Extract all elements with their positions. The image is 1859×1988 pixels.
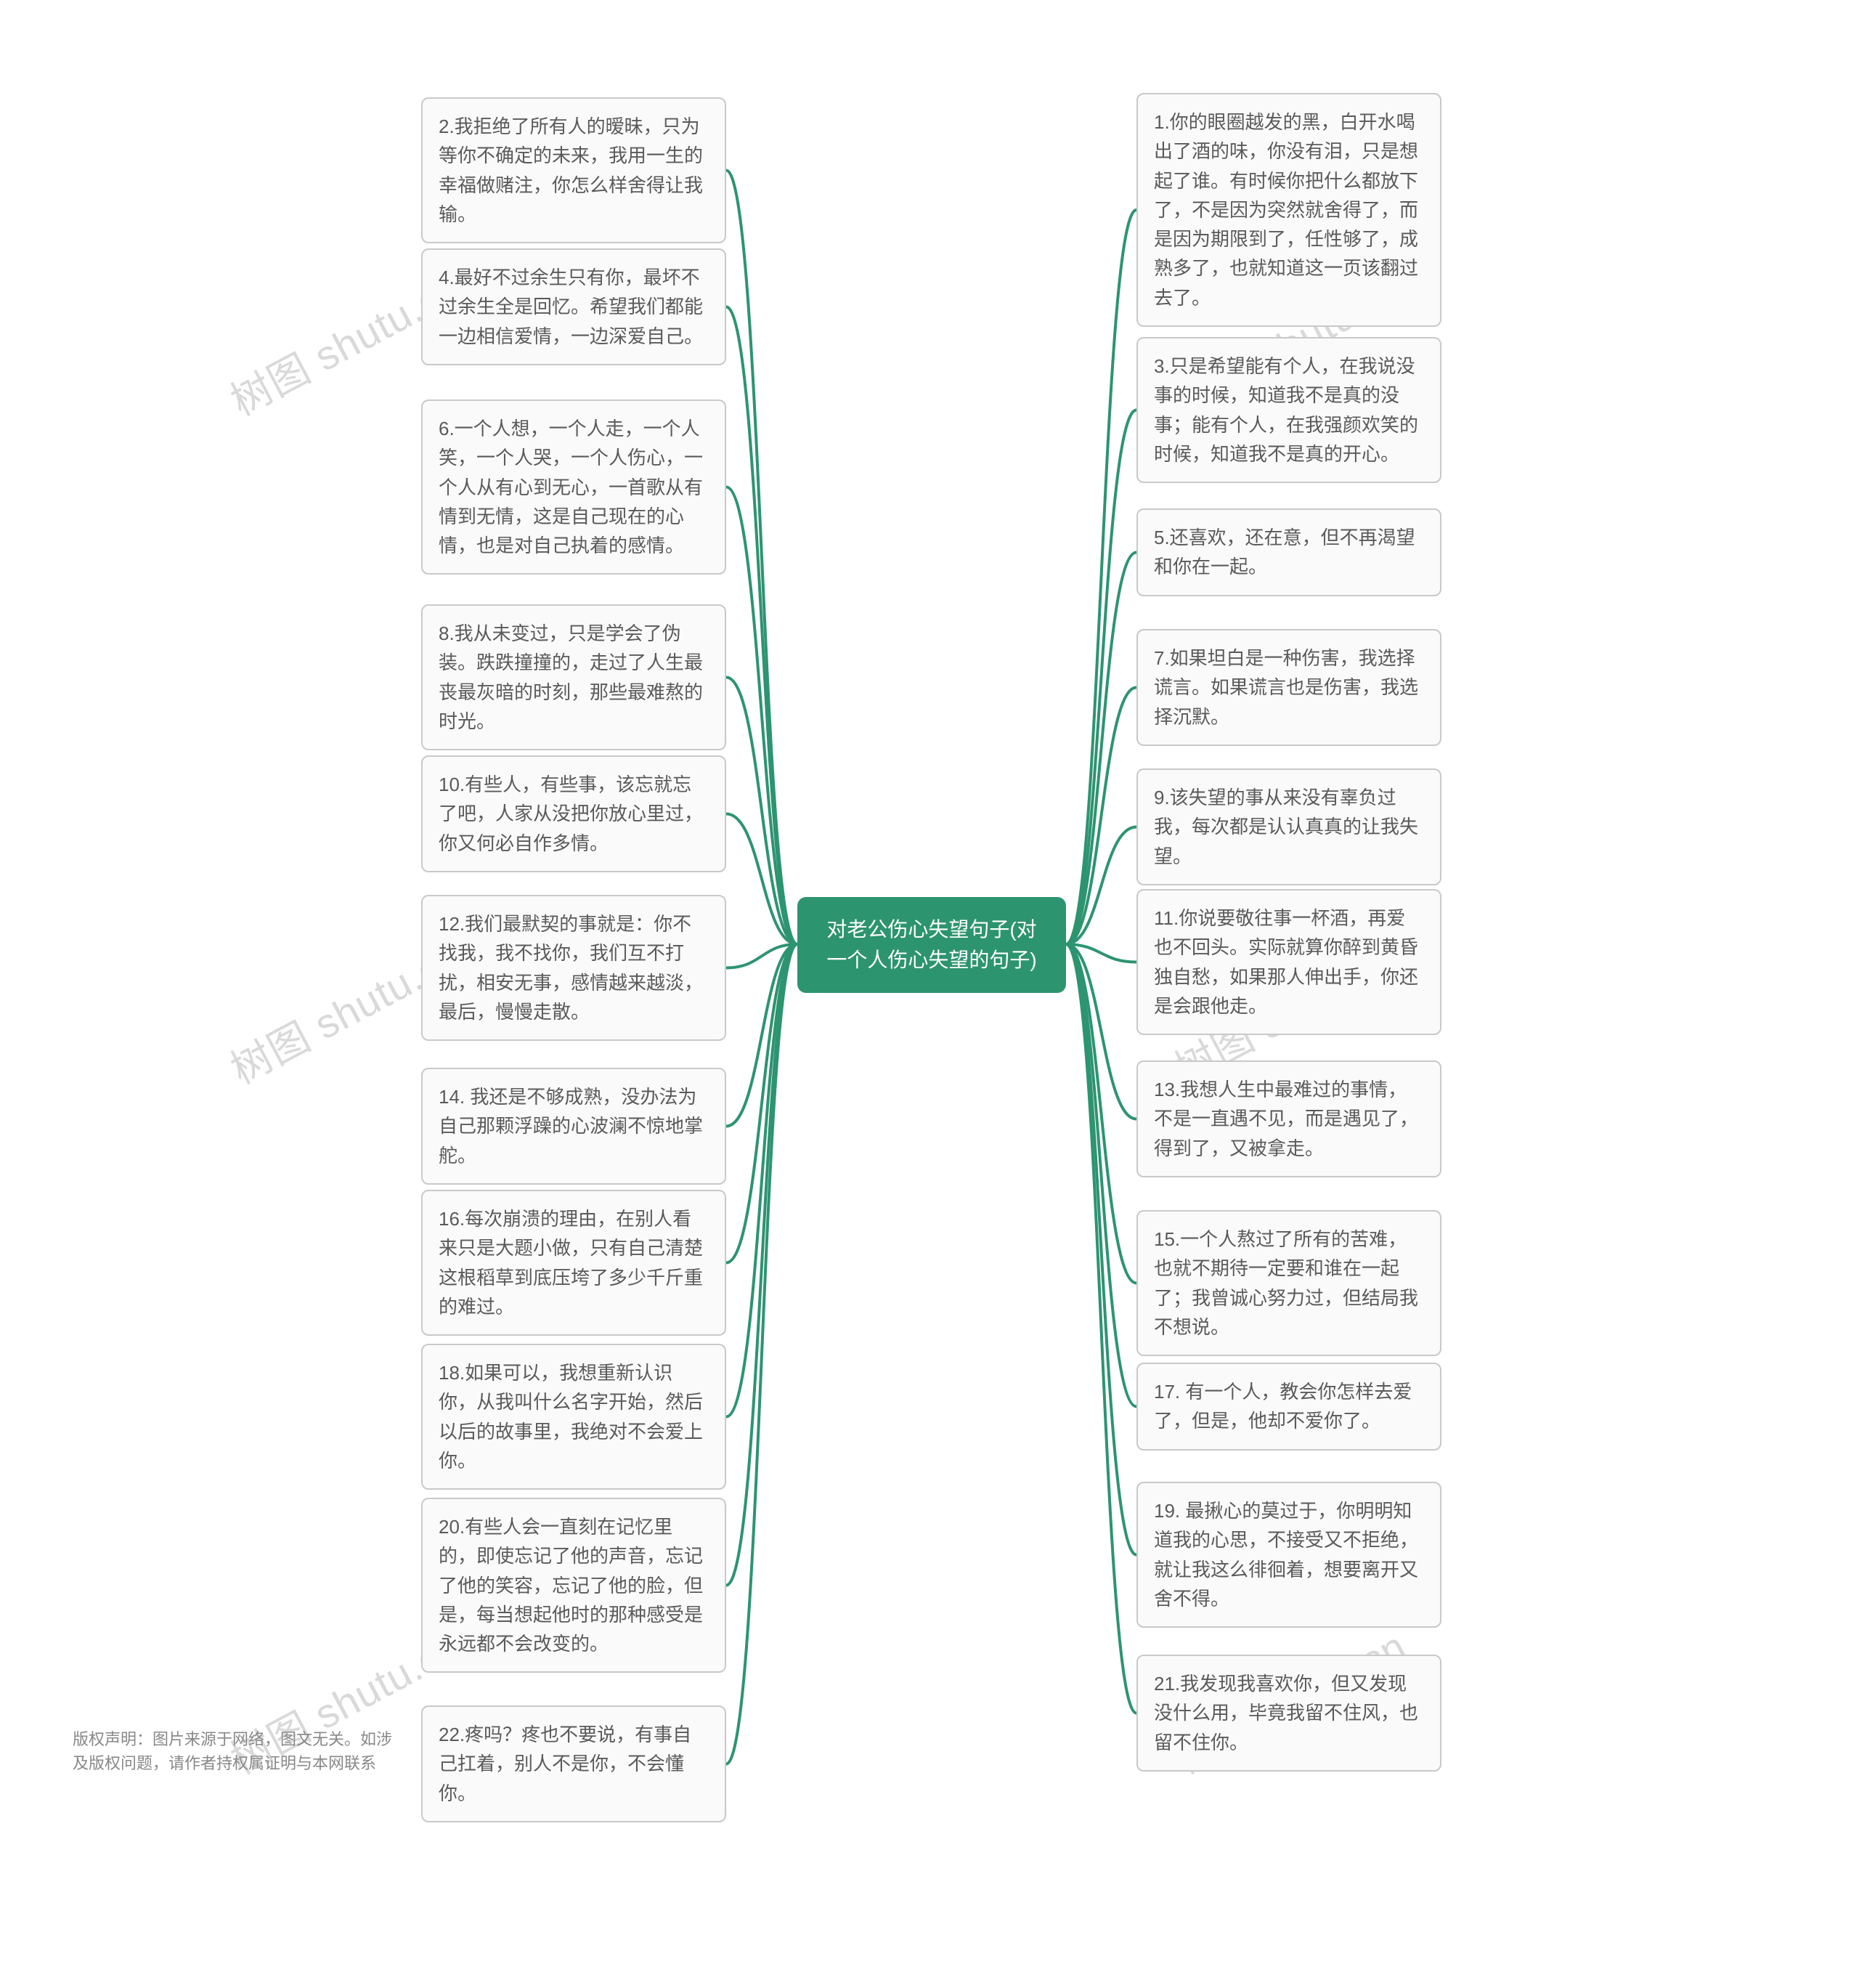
leaf-node-left[interactable]: 8.我从未变过，只是学会了伪装。跌跌撞撞的，走过了人生最丧最灰暗的时刻，那些最难… [421, 604, 726, 750]
mindmap-canvas: 树图 shutu.cn树图 shutu.cn树图 shutu.cn树图 shut… [0, 0, 1859, 1988]
edge [1066, 944, 1136, 1119]
leaf-node-right[interactable]: 5.还喜欢，还在意，但不再渴望和你在一起。 [1136, 508, 1441, 596]
leaf-node-right[interactable]: 7.如果坦白是一种伤害，我选择谎言。如果谎言也是伤害，我选择沉默。 [1136, 629, 1441, 746]
leaf-node-right[interactable]: 17. 有一个人，教会你怎样去爱了，但是，他却不爱你了。 [1136, 1363, 1441, 1451]
leaf-node-right[interactable]: 9.该失望的事从来没有辜负过我，每次都是认认真真的让我失望。 [1136, 768, 1441, 885]
leaf-node-left[interactable]: 18.如果可以，我想重新认识你，从我叫什么名字开始，然后以后的故事里，我绝对不会… [421, 1344, 726, 1490]
leaf-node-right[interactable]: 19. 最揪心的莫过于，你明明知道我的心思，不接受又不拒绝，就让我这么徘徊着，想… [1136, 1482, 1441, 1628]
edge [1066, 944, 1136, 1407]
leaf-node-right[interactable]: 3.只是希望能有个人，在我说没事的时候，知道我不是真的没事；能有个人，在我强颜欢… [1136, 337, 1441, 483]
edge [726, 944, 797, 1127]
edge-layer [0, 0, 1859, 1988]
edge [1066, 210, 1136, 944]
center-topic[interactable]: 对老公伤心失望句子(对一个人伤心失望的句子) [797, 897, 1066, 993]
edge [1066, 688, 1136, 945]
leaf-node-right[interactable]: 13.我想人生中最难过的事情，不是一直遇不见，而是遇见了，得到了，又被拿走。 [1136, 1060, 1441, 1177]
edge [726, 814, 797, 945]
edge [1066, 827, 1136, 945]
edge [726, 678, 797, 945]
edge [726, 944, 797, 968]
edge [1066, 553, 1136, 945]
leaf-node-left[interactable]: 12.我们最默契的事就是：你不找我，我不找你，我们互不打扰，相安无事，感情越来越… [421, 895, 726, 1041]
leaf-node-left[interactable]: 6.一个人想，一个人走，一个人笑，一个人哭，一个人伤心，一个人从有心到无心，一首… [421, 399, 726, 575]
leaf-node-left[interactable]: 10.有些人，有些事，该忘就忘了吧，人家从没把你放心里过，你又何必自作多情。 [421, 755, 726, 872]
edge [726, 944, 797, 1263]
edge [726, 171, 797, 945]
leaf-node-right[interactable]: 15.一个人熬过了所有的苦难，也就不期待一定要和谁在一起了；我曾诚心努力过，但结… [1136, 1210, 1441, 1356]
edge [726, 944, 797, 1586]
leaf-node-right[interactable]: 11.你说要敬往事一杯酒，再爱也不回头。实际就算你醉到黄昏独自愁，如果那人伸出手… [1136, 889, 1441, 1035]
leaf-node-left[interactable]: 2.我拒绝了所有人的暧昧，只为等你不确定的未来，我用一生的幸福做赌注，你怎么样舍… [421, 97, 726, 243]
copyright-notice: 版权声明：图片来源于网络，图文无关。如涉及版权问题，请作者持权属证明与本网联系 [73, 1727, 407, 1775]
leaf-node-left[interactable]: 4.最好不过余生只有你，最坏不过余生全是回忆。希望我们都能一边相信爱情，一边深爱… [421, 248, 726, 365]
edge [1066, 944, 1136, 1555]
leaf-node-left[interactable]: 20.有些人会一直刻在记忆里的，即使忘记了他的声音，忘记了他的笑容，忘记了他的脸… [421, 1498, 726, 1673]
leaf-node-left[interactable]: 16.每次崩溃的理由，在别人看来只是大题小做，只有自己清楚这根稻草到底压垮了多少… [421, 1190, 726, 1336]
edge [726, 487, 797, 945]
leaf-node-left[interactable]: 14. 我还是不够成熟，没办法为自己那颗浮躁的心波澜不惊地掌舵。 [421, 1068, 726, 1185]
edge [1066, 944, 1136, 1283]
edge [726, 944, 797, 1764]
leaf-node-left[interactable]: 22.疼吗？疼也不要说，有事自己扛着，别人不是你，不会懂你。 [421, 1705, 726, 1822]
edge [726, 944, 797, 1417]
edge [1066, 944, 1136, 1713]
edge [726, 307, 797, 945]
edge [1066, 944, 1136, 962]
edge [1066, 410, 1136, 945]
leaf-node-right[interactable]: 1.你的眼圈越发的黑，白开水喝出了酒的味，你没有泪，只是想起了谁。有时候你把什么… [1136, 93, 1441, 327]
leaf-node-right[interactable]: 21.我发现我喜欢你，但又发现没什么用，毕竟我留不住风，也留不住你。 [1136, 1655, 1441, 1772]
